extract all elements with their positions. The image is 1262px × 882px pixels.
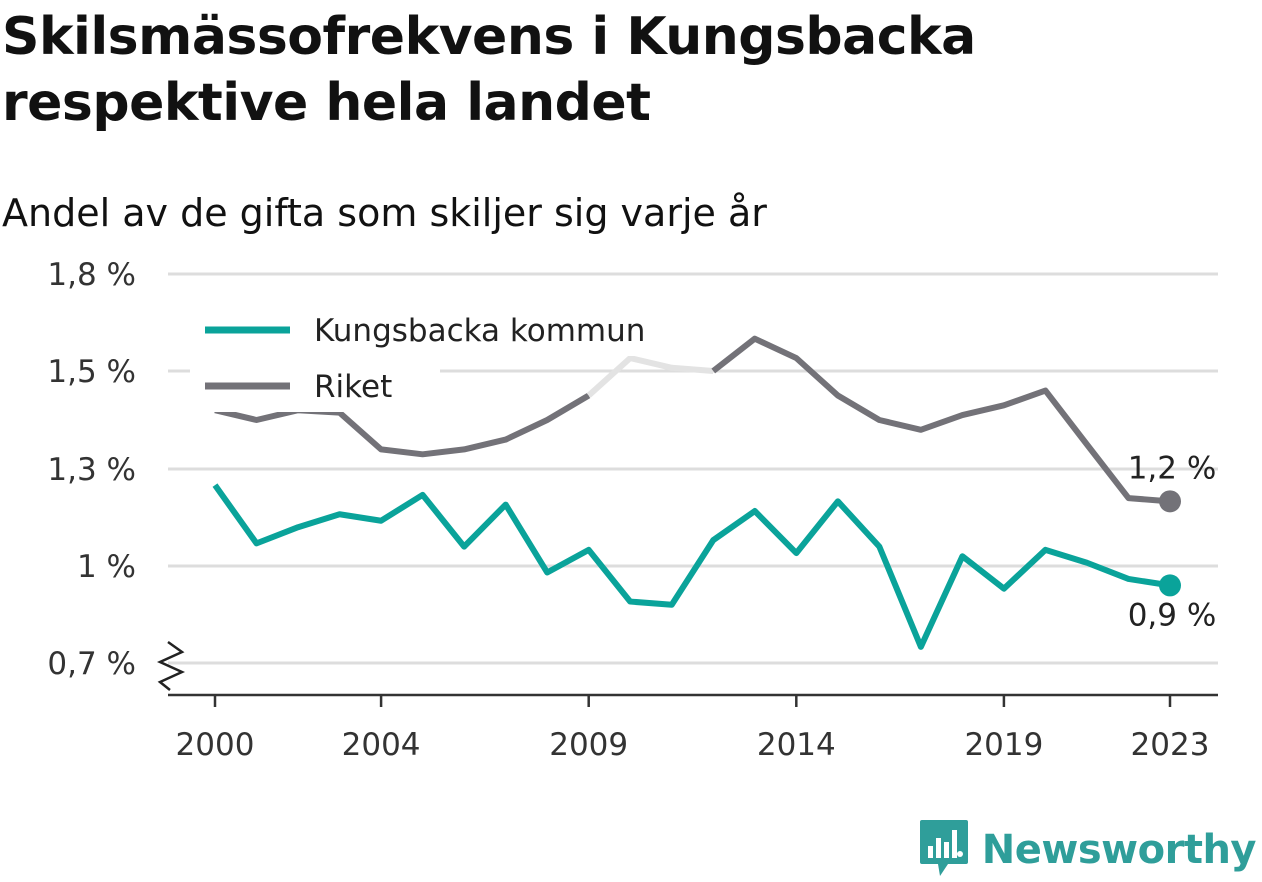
y-tick-label: 0,7 % [47, 646, 136, 682]
x-tick-label: 2000 [176, 727, 255, 763]
chart-bubble-icon [918, 818, 970, 882]
line-chart: 0,7 % 1 % 1,3 % 1,5 % 1,8 % 2000 2004 2009 2014… [47, 257, 1218, 763]
y-tick-label: 1,8 % [47, 257, 136, 293]
legend: Kungsbacka kommun Riket [190, 304, 670, 412]
legend-label: Kungsbacka kommun [314, 313, 645, 349]
series-lines: 1,2 % 0,9 % [212, 335, 1217, 650]
x-tick-label: 2014 [757, 727, 836, 763]
legend-label: Riket [314, 369, 392, 405]
y-tick-label: 1,5 % [47, 354, 136, 390]
series-line-riket-dimmed [586, 355, 714, 398]
end-point-riket [1159, 490, 1181, 513]
series-line-riket [214, 392, 591, 458]
y-tick-label: 1 % [77, 549, 136, 585]
y-axis-ticks: 0,7 % 1 % 1,3 % 1,5 % 1,8 % [47, 257, 186, 691]
x-tick-label: 2019 [964, 727, 1043, 763]
axis-break-icon [156, 640, 186, 691]
y-tick-label: 1,3 % [47, 452, 136, 488]
series-line-kungsbacka-kommun [212, 483, 1171, 650]
end-point-kungsbacka-kommun [1159, 574, 1181, 597]
chart-subtitle: Andel av de gifta som skiljer sig varje … [2, 191, 767, 235]
brand-logo: Newsworthy [918, 818, 1257, 882]
x-tick-label: 2004 [342, 727, 421, 763]
end-label-riket: 1,2 % [1128, 450, 1217, 486]
x-tick-label: 2023 [1131, 727, 1210, 763]
x-tick-label: 2009 [549, 727, 628, 763]
x-axis: 2000 2004 2009 2014 2019 2023 [168, 693, 1218, 763]
brand-name: Newsworthy [981, 827, 1257, 873]
chart-title: Skilsmässofrekvens i Kungsbacka respekti… [2, 7, 976, 133]
end-label-kungsbacka-kommun: 0,9 % [1128, 597, 1217, 633]
series-line-riket [711, 335, 1171, 505]
